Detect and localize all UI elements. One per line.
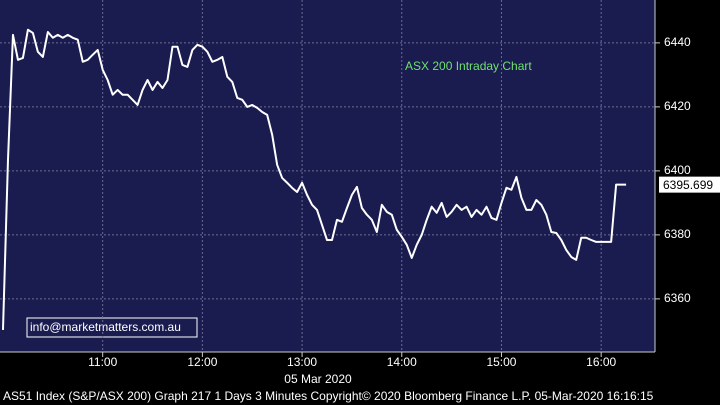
last-value-box bbox=[659, 176, 720, 193]
contact-box bbox=[26, 317, 198, 338]
x-tick-label: 14:00 bbox=[387, 355, 417, 369]
x-tick-label: 12:00 bbox=[187, 355, 217, 369]
marks bbox=[1, 28, 627, 330]
grid bbox=[0, 0, 655, 352]
x-tick-label: 16:00 bbox=[586, 355, 616, 369]
x-tick-label: 15:00 bbox=[486, 355, 516, 369]
contact: info@marketmatters.com.au bbox=[30, 320, 181, 334]
price-line bbox=[1, 28, 627, 330]
y-tick-label: 6420 bbox=[664, 99, 691, 113]
y-tick-label: 6360 bbox=[664, 291, 691, 305]
y-tick-label: 6380 bbox=[664, 227, 691, 241]
plot-area bbox=[0, 0, 655, 352]
date-label: 05 Mar 2020 bbox=[284, 372, 352, 386]
y-tick-label: 6400 bbox=[664, 163, 691, 177]
x-tick-label: 13:00 bbox=[287, 355, 317, 369]
last-value-label: 6395.699 bbox=[663, 178, 713, 192]
footer: AS51 Index (S&P/ASX 200) Graph 217 1 Day… bbox=[3, 389, 654, 403]
x-tick-label: 11:00 bbox=[88, 355, 117, 369]
y-tick-label: 6440 bbox=[664, 35, 691, 49]
annotation: ASX 200 Intraday Chart bbox=[405, 59, 532, 73]
